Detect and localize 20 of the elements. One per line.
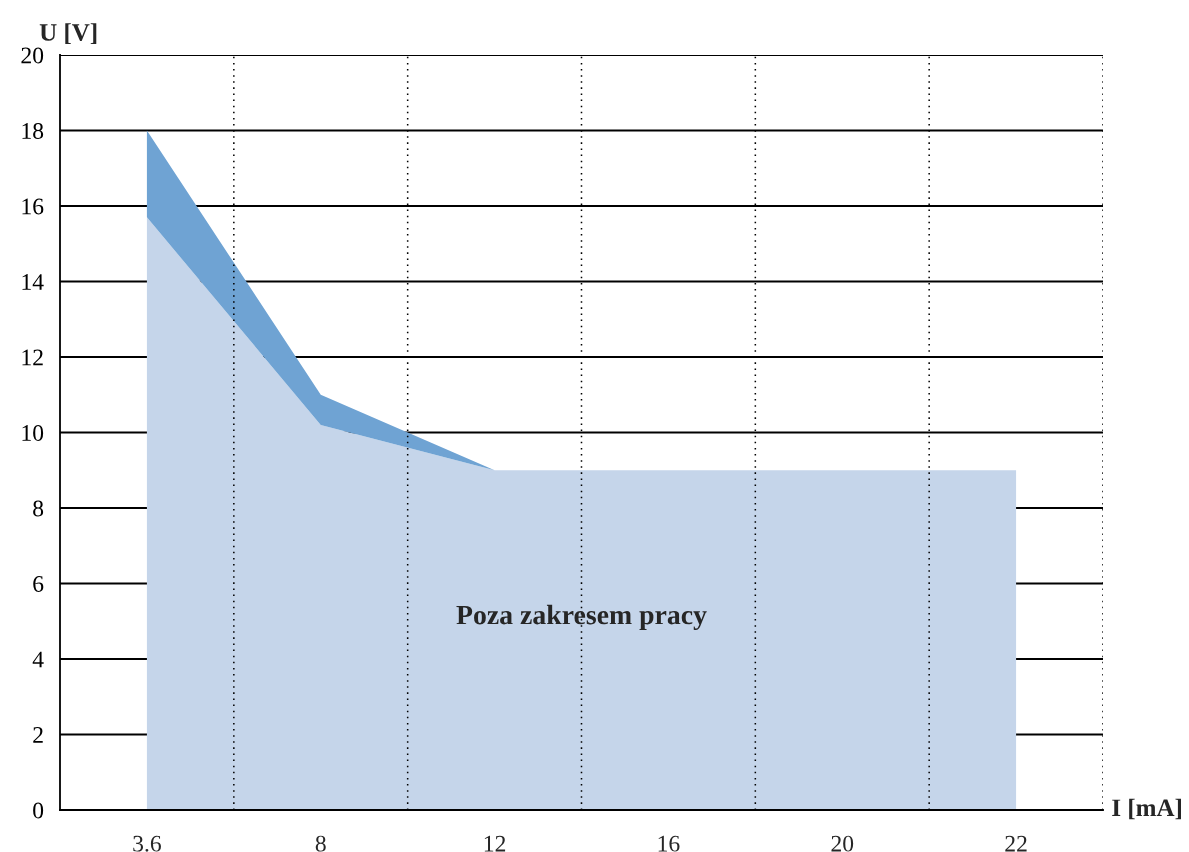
y-tick-label: 8 xyxy=(33,500,44,517)
x-tick-label: 3.6 xyxy=(133,835,161,852)
x-tick-label: 22 xyxy=(1005,835,1027,852)
y-tick-label: 14 xyxy=(22,274,44,290)
y-tick-label: 2 xyxy=(33,727,43,743)
x-tick-label: 16 xyxy=(658,835,680,852)
y-axis-title: U [V] xyxy=(39,23,97,44)
x-axis-title: I [mA] xyxy=(1112,798,1181,820)
y-tick-label: 16 xyxy=(22,198,44,215)
x-tick-label: 12 xyxy=(484,835,506,852)
x-tick-label: 20 xyxy=(831,835,854,852)
y-tick-label: 6 xyxy=(33,576,44,592)
y-tick-label: 10 xyxy=(22,424,44,441)
annotation: Poza zakresem pracy xyxy=(456,604,707,631)
y-tick-label: 0 xyxy=(33,802,44,819)
y-tick-label: 12 xyxy=(22,349,43,366)
y-tick-label: 18 xyxy=(22,122,44,139)
x-tick-label: 8 xyxy=(315,835,326,852)
y-tick-label: 20 xyxy=(21,47,44,64)
y-tick-label: 4 xyxy=(32,651,44,668)
